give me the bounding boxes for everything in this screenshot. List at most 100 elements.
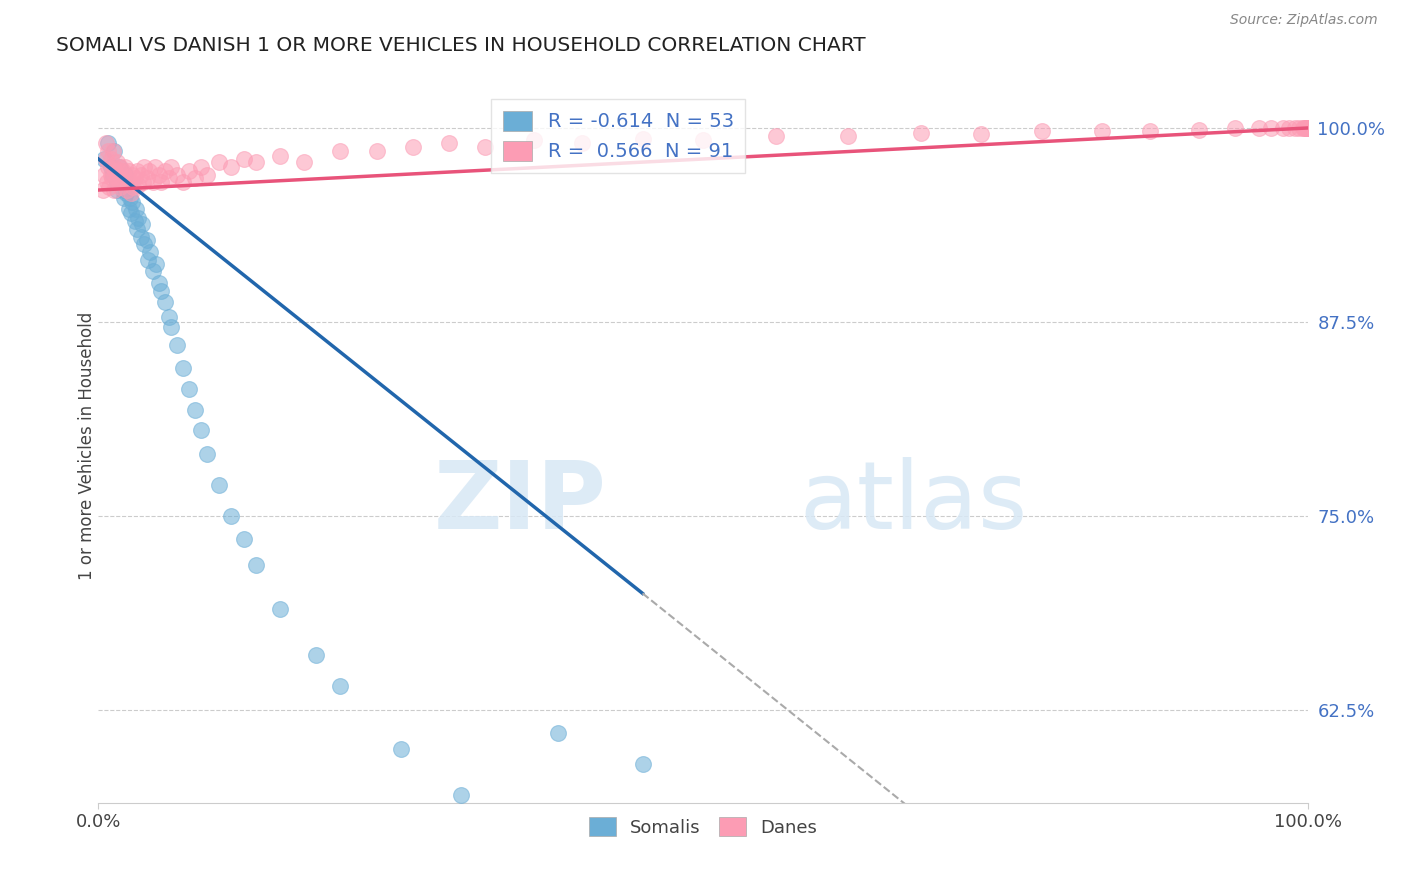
Point xyxy=(94,152,117,166)
Point xyxy=(150,284,173,298)
Point xyxy=(221,160,243,174)
Point xyxy=(97,145,120,159)
Point xyxy=(100,170,122,185)
Point xyxy=(108,160,131,174)
Point xyxy=(148,168,170,182)
Point xyxy=(125,202,148,216)
Point xyxy=(127,211,149,225)
Point xyxy=(103,145,125,159)
Text: Source: ZipAtlas.com: Source: ZipAtlas.com xyxy=(1230,13,1378,28)
Point xyxy=(190,160,212,174)
Point xyxy=(184,403,207,417)
Point xyxy=(115,186,138,201)
Point xyxy=(145,258,167,272)
Point xyxy=(118,164,141,178)
Point xyxy=(692,133,714,147)
Point xyxy=(195,168,218,182)
Legend: Somalis, Danes: Somalis, Danes xyxy=(582,810,824,844)
Point xyxy=(97,136,120,151)
Point xyxy=(190,424,212,438)
Point xyxy=(105,183,128,197)
Point xyxy=(148,276,170,290)
Point xyxy=(208,155,231,169)
Point xyxy=(139,245,162,260)
Text: SOMALI VS DANISH 1 OR MORE VEHICLES IN HOUSEHOLD CORRELATION CHART: SOMALI VS DANISH 1 OR MORE VEHICLES IN H… xyxy=(56,36,866,54)
Point xyxy=(138,164,160,178)
Point xyxy=(93,168,115,182)
Point xyxy=(195,447,218,461)
Point xyxy=(105,170,128,185)
Point xyxy=(1296,120,1319,135)
Point xyxy=(143,160,166,174)
Point xyxy=(135,170,157,185)
Point xyxy=(245,155,267,169)
Point xyxy=(124,214,146,228)
Point xyxy=(160,319,183,334)
Point xyxy=(115,170,138,185)
Point xyxy=(108,170,131,185)
Point xyxy=(101,145,124,159)
Point xyxy=(117,183,139,197)
Point xyxy=(450,788,472,802)
Point xyxy=(157,310,180,325)
Point xyxy=(910,126,932,140)
Point xyxy=(292,155,315,169)
Point xyxy=(103,183,125,197)
Point xyxy=(631,757,654,772)
Point xyxy=(523,133,546,147)
Point xyxy=(1296,120,1319,135)
Point xyxy=(1139,124,1161,138)
Point xyxy=(131,217,153,231)
Point xyxy=(118,191,141,205)
Point xyxy=(157,170,180,185)
Point xyxy=(160,160,183,174)
Point xyxy=(269,149,291,163)
Point xyxy=(1260,120,1282,135)
Point xyxy=(111,183,134,197)
Point xyxy=(837,128,859,143)
Text: ZIP: ZIP xyxy=(433,457,606,549)
Point xyxy=(114,168,136,182)
Point xyxy=(111,164,134,178)
Point xyxy=(100,160,122,174)
Point xyxy=(305,648,328,663)
Point xyxy=(232,532,254,546)
Point xyxy=(136,252,159,267)
Point xyxy=(117,180,139,194)
Point xyxy=(107,175,129,189)
Point xyxy=(1278,120,1301,135)
Point xyxy=(1031,124,1053,138)
Point xyxy=(329,680,352,694)
Point xyxy=(108,162,131,177)
Point xyxy=(153,294,176,309)
Point xyxy=(179,164,201,178)
Point xyxy=(208,477,231,491)
Point xyxy=(1296,120,1319,135)
Point xyxy=(101,168,124,182)
Point xyxy=(121,168,143,182)
Point xyxy=(221,508,243,523)
Point xyxy=(1288,120,1310,135)
Point xyxy=(1294,120,1316,135)
Point xyxy=(110,170,132,185)
Point xyxy=(765,128,787,143)
Point xyxy=(129,168,152,182)
Point xyxy=(1292,120,1315,135)
Point xyxy=(104,164,127,178)
Point xyxy=(153,164,176,178)
Point xyxy=(1296,120,1319,135)
Point xyxy=(1249,120,1271,135)
Point xyxy=(1284,120,1306,135)
Point xyxy=(112,191,135,205)
Point xyxy=(110,164,132,178)
Point xyxy=(122,180,145,194)
Point xyxy=(179,382,201,396)
Point xyxy=(366,145,388,159)
Point xyxy=(172,361,194,376)
Point xyxy=(474,139,496,153)
Point xyxy=(91,183,114,197)
Point xyxy=(142,263,165,277)
Point xyxy=(105,175,128,189)
Point xyxy=(118,202,141,216)
Point xyxy=(108,160,131,174)
